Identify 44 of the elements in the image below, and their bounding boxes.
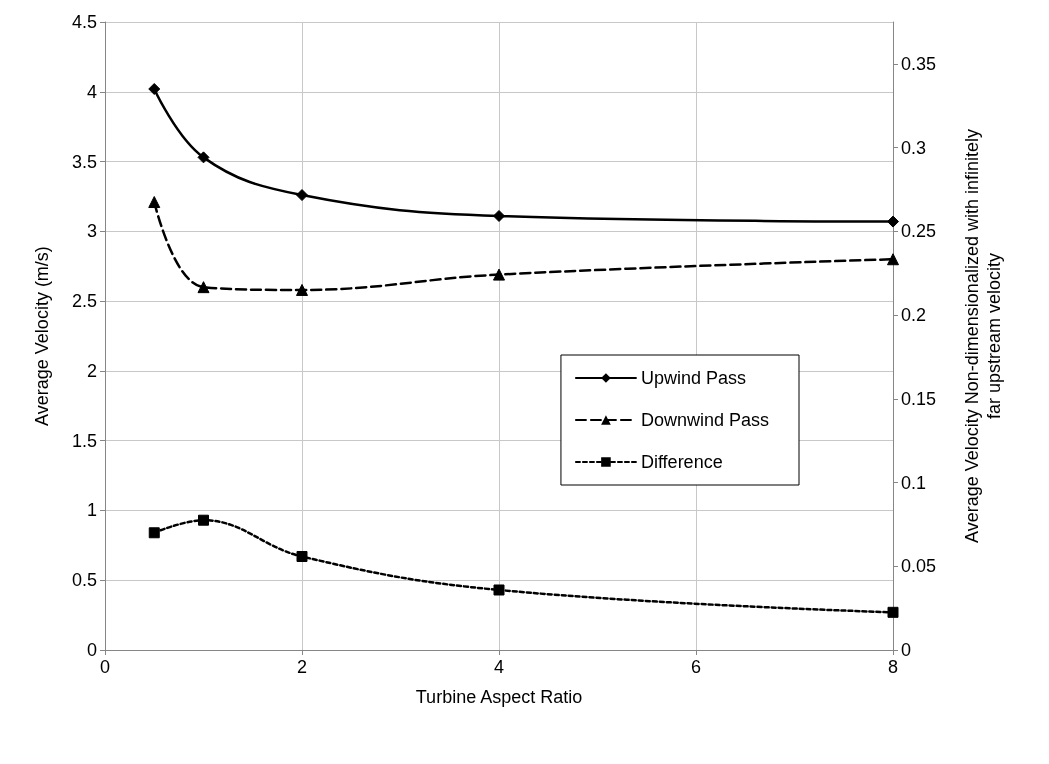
- point: [197, 151, 210, 164]
- point: [296, 189, 308, 202]
- legend-label: Downwind Pass: [640, 410, 770, 430]
- y2-tick-label: 0.1: [901, 472, 927, 493]
- y2-tick-label: 0.3: [901, 137, 927, 158]
- x-tick-label: 8: [887, 657, 899, 677]
- point: [493, 584, 505, 596]
- y-tick-label: 2: [86, 360, 97, 381]
- point: [148, 527, 160, 539]
- point: [197, 281, 210, 294]
- y-axis-title: Average Velocity (m/s): [32, 246, 52, 426]
- point: [296, 551, 308, 562]
- y-tick-label: 1: [86, 500, 97, 521]
- point: [148, 82, 161, 95]
- x-tick-label: 6: [690, 657, 702, 677]
- y2-tick-label: 0.2: [901, 305, 927, 326]
- legend-label: Upwind Pass: [640, 368, 746, 388]
- y-tick-label: 2.5: [71, 291, 97, 312]
- y-tick-label: 0: [86, 640, 97, 660]
- point: [148, 196, 161, 209]
- point: [493, 268, 505, 281]
- x-axis-title: Turbine Aspect Ratio: [415, 687, 583, 707]
- legend-label: Difference: [640, 452, 723, 472]
- y2-axis-title: Average Velocity Non-dimensionalized with infinitely far upstream velocity: [962, 129, 1004, 543]
- y2-tick-label: 0: [901, 640, 912, 660]
- y-tick-label: 3: [86, 221, 97, 242]
- point: [887, 215, 899, 228]
- x-tick-label: 0: [99, 657, 111, 677]
- y-tick-label: 4.5: [71, 12, 97, 32]
- x-tick-label: 2: [296, 657, 308, 677]
- y2-tick-label: 0.25: [901, 221, 937, 242]
- x-tick-label: 4: [493, 657, 505, 677]
- point: [296, 283, 308, 296]
- point: [493, 209, 505, 222]
- y-tick-label: 0.5: [71, 570, 97, 591]
- point: [887, 253, 899, 266]
- y2-tick-label: 0.15: [901, 388, 937, 409]
- y2-tick-label: 0.35: [901, 53, 937, 74]
- y-tick-label: 3.5: [71, 151, 97, 172]
- y-tick-label: 1.5: [71, 430, 97, 451]
- y-tick-label: 4: [86, 81, 97, 102]
- y2-tick-label: 0.05: [901, 556, 937, 577]
- point: [198, 514, 209, 526]
- point: [887, 606, 899, 618]
